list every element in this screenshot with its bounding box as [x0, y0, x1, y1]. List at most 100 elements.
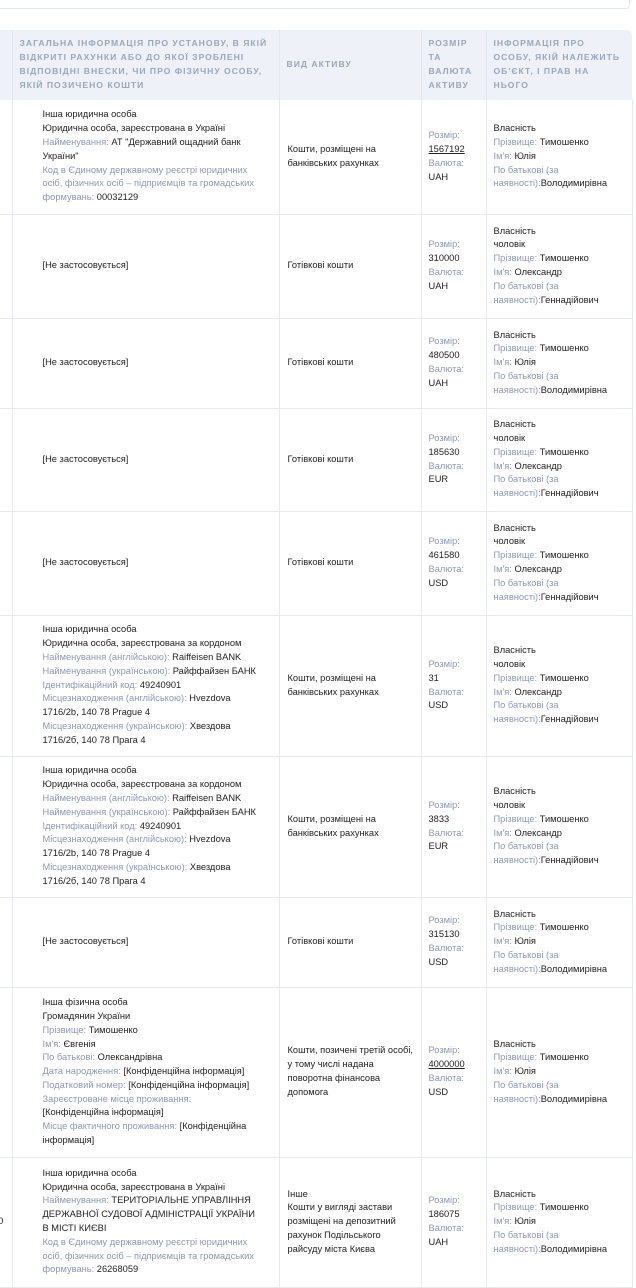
field-label: Місцезнаходження (українською):	[42, 720, 190, 731]
field-value: Інша фізична особа	[42, 997, 128, 1008]
asset-type-cell: Готівкові кошти	[279, 897, 422, 988]
table-row: Інша юридична особа Юридична особа, зареє…	[0, 100, 633, 215]
owner-cell: Власність чоловік Прізвище: Тимошенко Ім'я:…	[486, 511, 633, 616]
info-line: чоловік	[494, 432, 625, 446]
field-value: Юридична особа, зареєстрована за кордоно…	[42, 779, 242, 790]
table-row: [Не застосовується] Готівкові кошти Розмір…	[0, 897, 633, 988]
field-value: чоловік	[493, 239, 526, 250]
field-value: Геннадійович	[540, 714, 599, 725]
currency-value: EUR	[428, 474, 449, 485]
header-asset-type: ВИД АКТИВУ	[279, 30, 422, 100]
info-line: Юридична особа, зареєстрована в Україні	[43, 122, 259, 136]
field-value: Володимирівна	[540, 178, 608, 189]
amount-cell: Розмір: 480500 Валюта: UAH	[421, 318, 487, 409]
field-label: Ім'я:	[493, 686, 515, 697]
field-label: По батькові (за наявності):	[493, 700, 559, 725]
info-line: По батькові (за наявності):Геннадійович	[494, 473, 625, 501]
field-value: Власність	[493, 419, 536, 430]
info-line: Місцезнаходження (українською): Хвездова…	[43, 720, 259, 748]
amount-value: 480500	[428, 350, 460, 361]
field-value: Тимошенко	[539, 922, 589, 933]
info-line: Власність	[494, 644, 625, 658]
field-value: АТ "Державний ощадний банк України"	[42, 137, 241, 161]
info-line: чоловік	[494, 238, 625, 252]
row-number	[0, 511, 13, 616]
field-label: Прізвище:	[493, 922, 540, 933]
field-value: [Конфіденційна інформація]	[42, 1107, 164, 1118]
row-number	[0, 897, 13, 988]
info-line: По батькові (за наявності):Геннадійович	[494, 840, 625, 868]
info-line: Код в Єдиному державному реєстрі юридичн…	[43, 164, 259, 205]
field-value: Юридична особа, зареєстрована за кордоно…	[42, 638, 242, 649]
field-label: Прізвище:	[42, 1024, 89, 1035]
field-value: Інша юридична особа	[42, 1167, 137, 1178]
field-value: Hvezdova 1716/2b, 140 78 Prague 4	[42, 693, 231, 718]
asset-type-text: Готівкові кошти	[287, 453, 354, 464]
field-value: Власність	[493, 1038, 536, 1049]
amount-value: 461580	[428, 550, 460, 561]
field-label: Найменування (українською):	[42, 806, 173, 817]
field-label: По батькові (за наявності):	[493, 577, 559, 602]
currency-label: Валюта:	[428, 1223, 464, 1233]
info-line: Інша юридична особа	[43, 764, 259, 778]
owner-cell: Власність Прізвище: Тимошенко Ім'я: Юлія По…	[486, 100, 633, 215]
info-line: Ім'я: Юлія	[494, 356, 625, 370]
info-line: Ім'я: Олександр	[494, 266, 625, 280]
currency-value: UAH	[428, 1236, 449, 1247]
owner-cell: Власність чоловік Прізвище: Тимошенко Ім'я:…	[486, 408, 633, 512]
info-line: Власність	[494, 418, 625, 432]
asset-type-cell: Кошти, розміщені на банківських рахунках	[279, 756, 422, 898]
table-header: ЗАГАЛЬНА ІНФОРМАЦІЯ ПРО УСТАНОВУ, В ЯКІЙ…	[0, 30, 632, 100]
info-line: чоловік	[494, 658, 625, 672]
info-line: По батькові (за наявності):Володимирівна	[494, 164, 625, 192]
info-line: Власність	[494, 225, 625, 239]
table-row: 10 Інша юридична особа Юридична особа, зар…	[0, 1157, 633, 1288]
field-label: Ім'я:	[493, 357, 515, 368]
amount-cell: Розмір: 310000 Валюта: UAH	[421, 214, 487, 319]
field-value: Володимирівна	[540, 384, 608, 395]
info-line: Ідентифікаційний код: 49240901	[43, 679, 259, 693]
field-label: Код в Єдиному державному реєстрі юридичн…	[42, 1236, 255, 1275]
field-value: [Конфіденційна інформація]	[42, 1121, 247, 1146]
info-line: Прізвище: Тимошенко	[494, 136, 625, 150]
info-line: Ім'я: Юлія	[494, 150, 625, 164]
field-value: Олександр	[514, 686, 562, 697]
info-line: По батькові: Олександрівна	[43, 1051, 259, 1065]
currency-value: UAH	[428, 377, 449, 388]
assets-table: ЗАГАЛЬНА ІНФОРМАЦІЯ ПРО УСТАНОВУ, В ЯКІЙ…	[0, 30, 633, 1288]
field-label: Дата народження:	[42, 1066, 124, 1077]
field-label: Ідентифікаційний код:	[42, 679, 140, 690]
currency-label: Валюта:	[428, 460, 464, 471]
field-value: Юридична особа, зареєстрована в Україні	[42, 1181, 226, 1192]
info-line: Власність	[494, 122, 625, 136]
field-label: Ім'я:	[493, 1216, 515, 1227]
field-value: Інша юридична особа	[42, 109, 137, 120]
field-value: Власність	[493, 645, 536, 656]
field-label: Ім'я:	[42, 1038, 64, 1049]
field-value: Тимошенко	[539, 672, 589, 683]
field-label: По батькові (за наявності):	[493, 841, 559, 866]
row-number	[0, 408, 13, 512]
row-number	[0, 756, 13, 898]
institution-cell: Інша юридична особа Юридична особа, зареє…	[12, 615, 280, 757]
header-number	[0, 30, 13, 100]
field-value: чоловік	[493, 799, 526, 810]
info-line: Прізвище: Тимошенко	[494, 672, 625, 686]
owner-cell: Власність Прізвище: Тимошенко Ім'я: Юлія По…	[486, 897, 633, 988]
currency-value: EUR	[428, 841, 449, 852]
info-line: [Не застосовується]	[43, 356, 259, 370]
info-line: По батькові (за наявності):Геннадійович	[494, 699, 625, 727]
info-line: Власність	[494, 1188, 625, 1202]
info-line: Власність	[494, 329, 625, 343]
header-owner: ІНФОРМАЦІЯ ПРО ОСОБУ, ЯКІЙ НАЛЕЖИТЬ ОБ'Є…	[486, 30, 632, 100]
table-row: [Не застосовується] Готівкові кошти Розмір…	[0, 214, 633, 319]
amount-label: Розмір:	[428, 336, 460, 347]
info-line: Громадянин України	[43, 1010, 259, 1024]
info-line: Прізвище: Тимошенко	[494, 921, 625, 935]
info-line: Код в Єдиному державному реєстрі юридичн…	[43, 1236, 259, 1277]
institution-cell: [Не застосовується]	[12, 214, 280, 319]
currency-value: UAH	[428, 280, 449, 291]
field-value: [Конфіденційна інформація]	[123, 1066, 245, 1077]
field-value: Геннадійович	[540, 488, 599, 499]
field-value: чоловік	[493, 432, 526, 443]
